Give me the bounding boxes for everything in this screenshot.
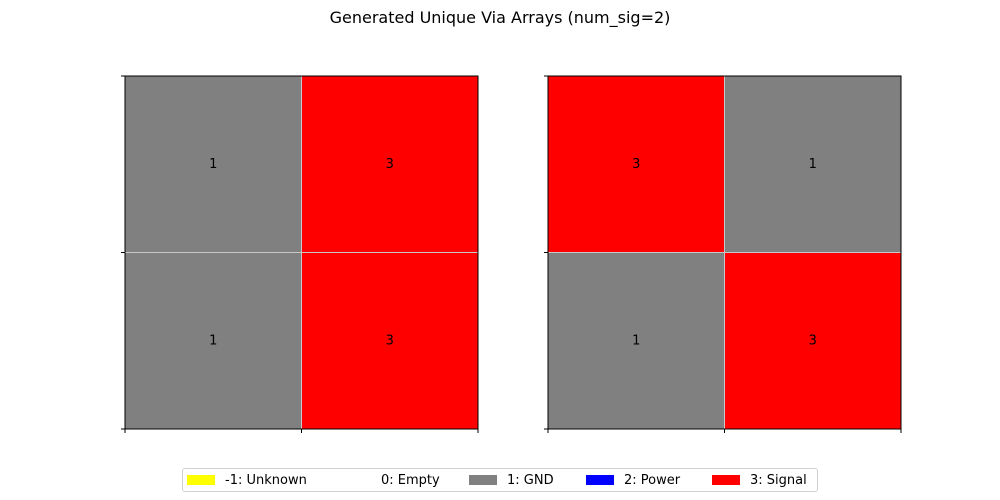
- legend-item-unknown: -1: Unknown: [187, 469, 307, 491]
- legend-item-gnd: 1: GND: [469, 469, 554, 491]
- legend: -1: Unknown 0: Empty 1: GND 2: Power 3: …: [182, 468, 818, 492]
- legend-swatch-power: [586, 475, 614, 485]
- cell-label-2-r1-c0: 1: [632, 333, 640, 348]
- legend-item-empty: 0: Empty: [343, 469, 440, 491]
- legend-label-gnd: 1: GND: [507, 472, 554, 488]
- legend-label-unknown: -1: Unknown: [225, 472, 307, 488]
- heatmap-cell-1-r0-c0: [125, 76, 302, 253]
- legend-label-signal: 3: Signal: [750, 472, 807, 488]
- heatmap-panel-2: 3 1 1 3: [544, 75, 902, 433]
- heatmap-cell-1-r0-c1: [301, 76, 478, 253]
- heatmap-cell-2-r0-c0: [548, 76, 725, 253]
- cell-label-2-r1-c1: 3: [809, 333, 817, 348]
- cell-label-2-r0-c1: 1: [809, 157, 817, 172]
- heatmap-cell-2-r1-c0: [548, 252, 725, 429]
- heatmap-panel-1: 1 3 1 3: [121, 75, 479, 433]
- legend-swatch-gnd: [469, 475, 497, 485]
- cell-label-1-r0-c0: 1: [209, 157, 217, 172]
- heatmap-cell-2-r1-c1: [724, 252, 901, 429]
- legend-item-power: 2: Power: [586, 469, 680, 491]
- cell-label-2-r0-c0: 3: [632, 157, 640, 172]
- cell-label-1-r1-c0: 1: [209, 333, 217, 348]
- legend-label-power: 2: Power: [624, 472, 681, 488]
- cell-label-1-r1-c1: 3: [386, 333, 394, 348]
- legend-swatch-empty: [343, 475, 371, 485]
- heatmap-cell-1-r1-c1: [301, 252, 478, 429]
- legend-label-empty: 0: Empty: [381, 472, 440, 488]
- legend-swatch-unknown: [187, 475, 215, 485]
- legend-item-signal: 3: Signal: [712, 469, 807, 491]
- figure-title: Generated Unique Via Arrays (num_sig=2): [329, 8, 671, 27]
- cell-label-1-r0-c1: 3: [386, 157, 394, 172]
- heatmap-cell-1-r1-c0: [125, 252, 302, 429]
- heatmap-cell-2-r0-c1: [724, 76, 901, 253]
- legend-swatch-signal: [712, 475, 740, 485]
